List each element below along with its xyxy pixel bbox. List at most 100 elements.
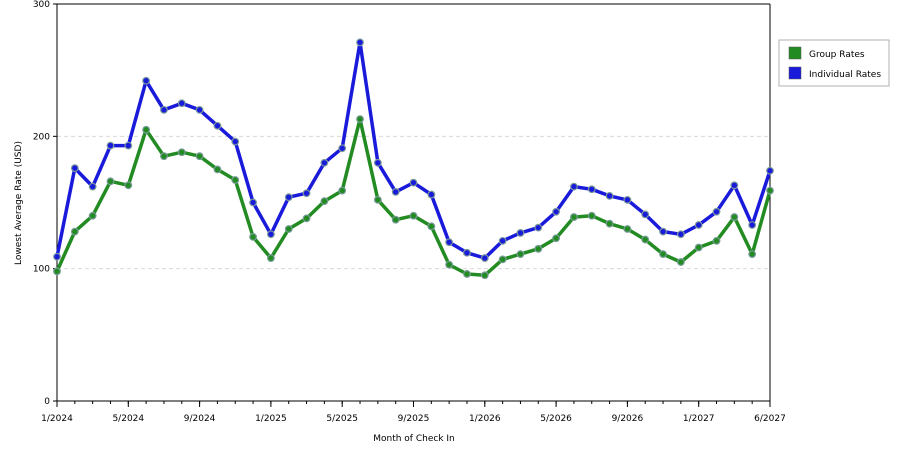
y-tick-label: 0 (44, 397, 50, 407)
series-line (55, 40, 772, 260)
data-point (516, 229, 525, 237)
series-group-rates (53, 115, 774, 280)
data-point (302, 214, 311, 223)
data-point (641, 210, 650, 219)
data-point (409, 211, 418, 220)
data-point (748, 221, 757, 229)
data-point (53, 252, 61, 261)
data-point (623, 225, 632, 233)
data-point (267, 230, 275, 239)
data-point (587, 211, 596, 220)
data-point (659, 250, 667, 259)
data-point (373, 158, 382, 167)
data-point (373, 195, 382, 204)
data-point (88, 182, 97, 191)
data-point (142, 125, 151, 134)
data-point (356, 115, 364, 124)
data-point (356, 38, 364, 47)
data-point (605, 191, 614, 200)
data-point (552, 207, 560, 216)
data-point (124, 181, 133, 190)
legend-label-individual-rates: Individual Rates (809, 70, 881, 80)
x-tick-label: 6/2027 (754, 414, 786, 424)
data-point (124, 141, 133, 150)
data-point (53, 267, 61, 276)
data-point (106, 141, 115, 150)
y-tick-label: 100 (33, 265, 50, 275)
y-tick-label: 200 (33, 132, 50, 142)
data-point (249, 198, 257, 207)
data-point (694, 221, 703, 229)
data-point (320, 158, 329, 167)
data-point (427, 190, 436, 199)
data-point (195, 152, 204, 161)
y-tick-label: 300 (33, 0, 50, 10)
data-point (231, 137, 240, 146)
x-tick-label: 1/2024 (41, 414, 73, 424)
data-point (445, 260, 454, 269)
data-point (659, 227, 667, 236)
data-point (284, 193, 293, 202)
data-point (676, 258, 685, 266)
data-point (480, 254, 489, 262)
data-point (480, 271, 489, 280)
data-point (641, 235, 650, 244)
data-point (498, 255, 507, 264)
data-point (587, 185, 596, 194)
data-point (88, 211, 97, 220)
data-point (338, 144, 347, 153)
legend-swatch-group-rates (788, 46, 802, 60)
data-point (605, 219, 614, 228)
axes (56, 3, 771, 402)
data-point (534, 223, 543, 232)
data-point (213, 165, 222, 174)
y-axis-title: Lowest Average Rate (USD) (14, 141, 24, 265)
data-point (712, 207, 721, 216)
x-tick-label: 1/2026 (469, 414, 501, 424)
data-point (338, 186, 347, 195)
data-point (570, 182, 578, 191)
data-point (730, 213, 739, 221)
data-point (445, 238, 454, 247)
data-point (177, 99, 186, 108)
series-individual-rates (53, 38, 774, 262)
legend-swatch-individual-rates (788, 66, 802, 80)
x-tick-label: 9/2025 (398, 414, 430, 424)
x-tick-label: 9/2024 (184, 414, 216, 424)
data-point (516, 250, 525, 259)
data-point (195, 105, 204, 114)
x-axis-title: Month of Check In (373, 434, 455, 444)
data-point (320, 197, 329, 206)
data-point (267, 254, 275, 262)
data-point (70, 164, 79, 172)
series (53, 38, 774, 280)
x-tick-label: 1/2025 (255, 414, 287, 424)
data-point (106, 177, 115, 186)
data-point (730, 181, 739, 190)
data-point (249, 233, 257, 241)
data-point (160, 105, 168, 114)
x-tick-label: 5/2024 (112, 414, 144, 424)
data-point (766, 166, 774, 175)
data-point (177, 148, 186, 157)
legend-label-group-rates: Group Rates (809, 50, 865, 60)
data-point (623, 195, 632, 204)
data-point (427, 222, 436, 231)
data-point (391, 188, 400, 196)
data-point (570, 213, 578, 221)
data-point (70, 227, 79, 236)
data-point (391, 215, 400, 224)
data-point (712, 236, 721, 245)
data-point (463, 248, 471, 257)
data-point (676, 230, 685, 239)
data-point (409, 178, 418, 187)
data-point (160, 152, 168, 161)
data-point (463, 270, 471, 278)
data-point (284, 225, 293, 233)
data-point (552, 234, 560, 243)
x-tick-label: 5/2025 (326, 414, 358, 424)
data-point (213, 121, 222, 130)
legend: Group Rates Individual Rates (778, 39, 890, 87)
tick-labels: 0 100 200 300 1/2024 5/2024 9/2024 1/2025 5/2025… (33, 0, 786, 424)
